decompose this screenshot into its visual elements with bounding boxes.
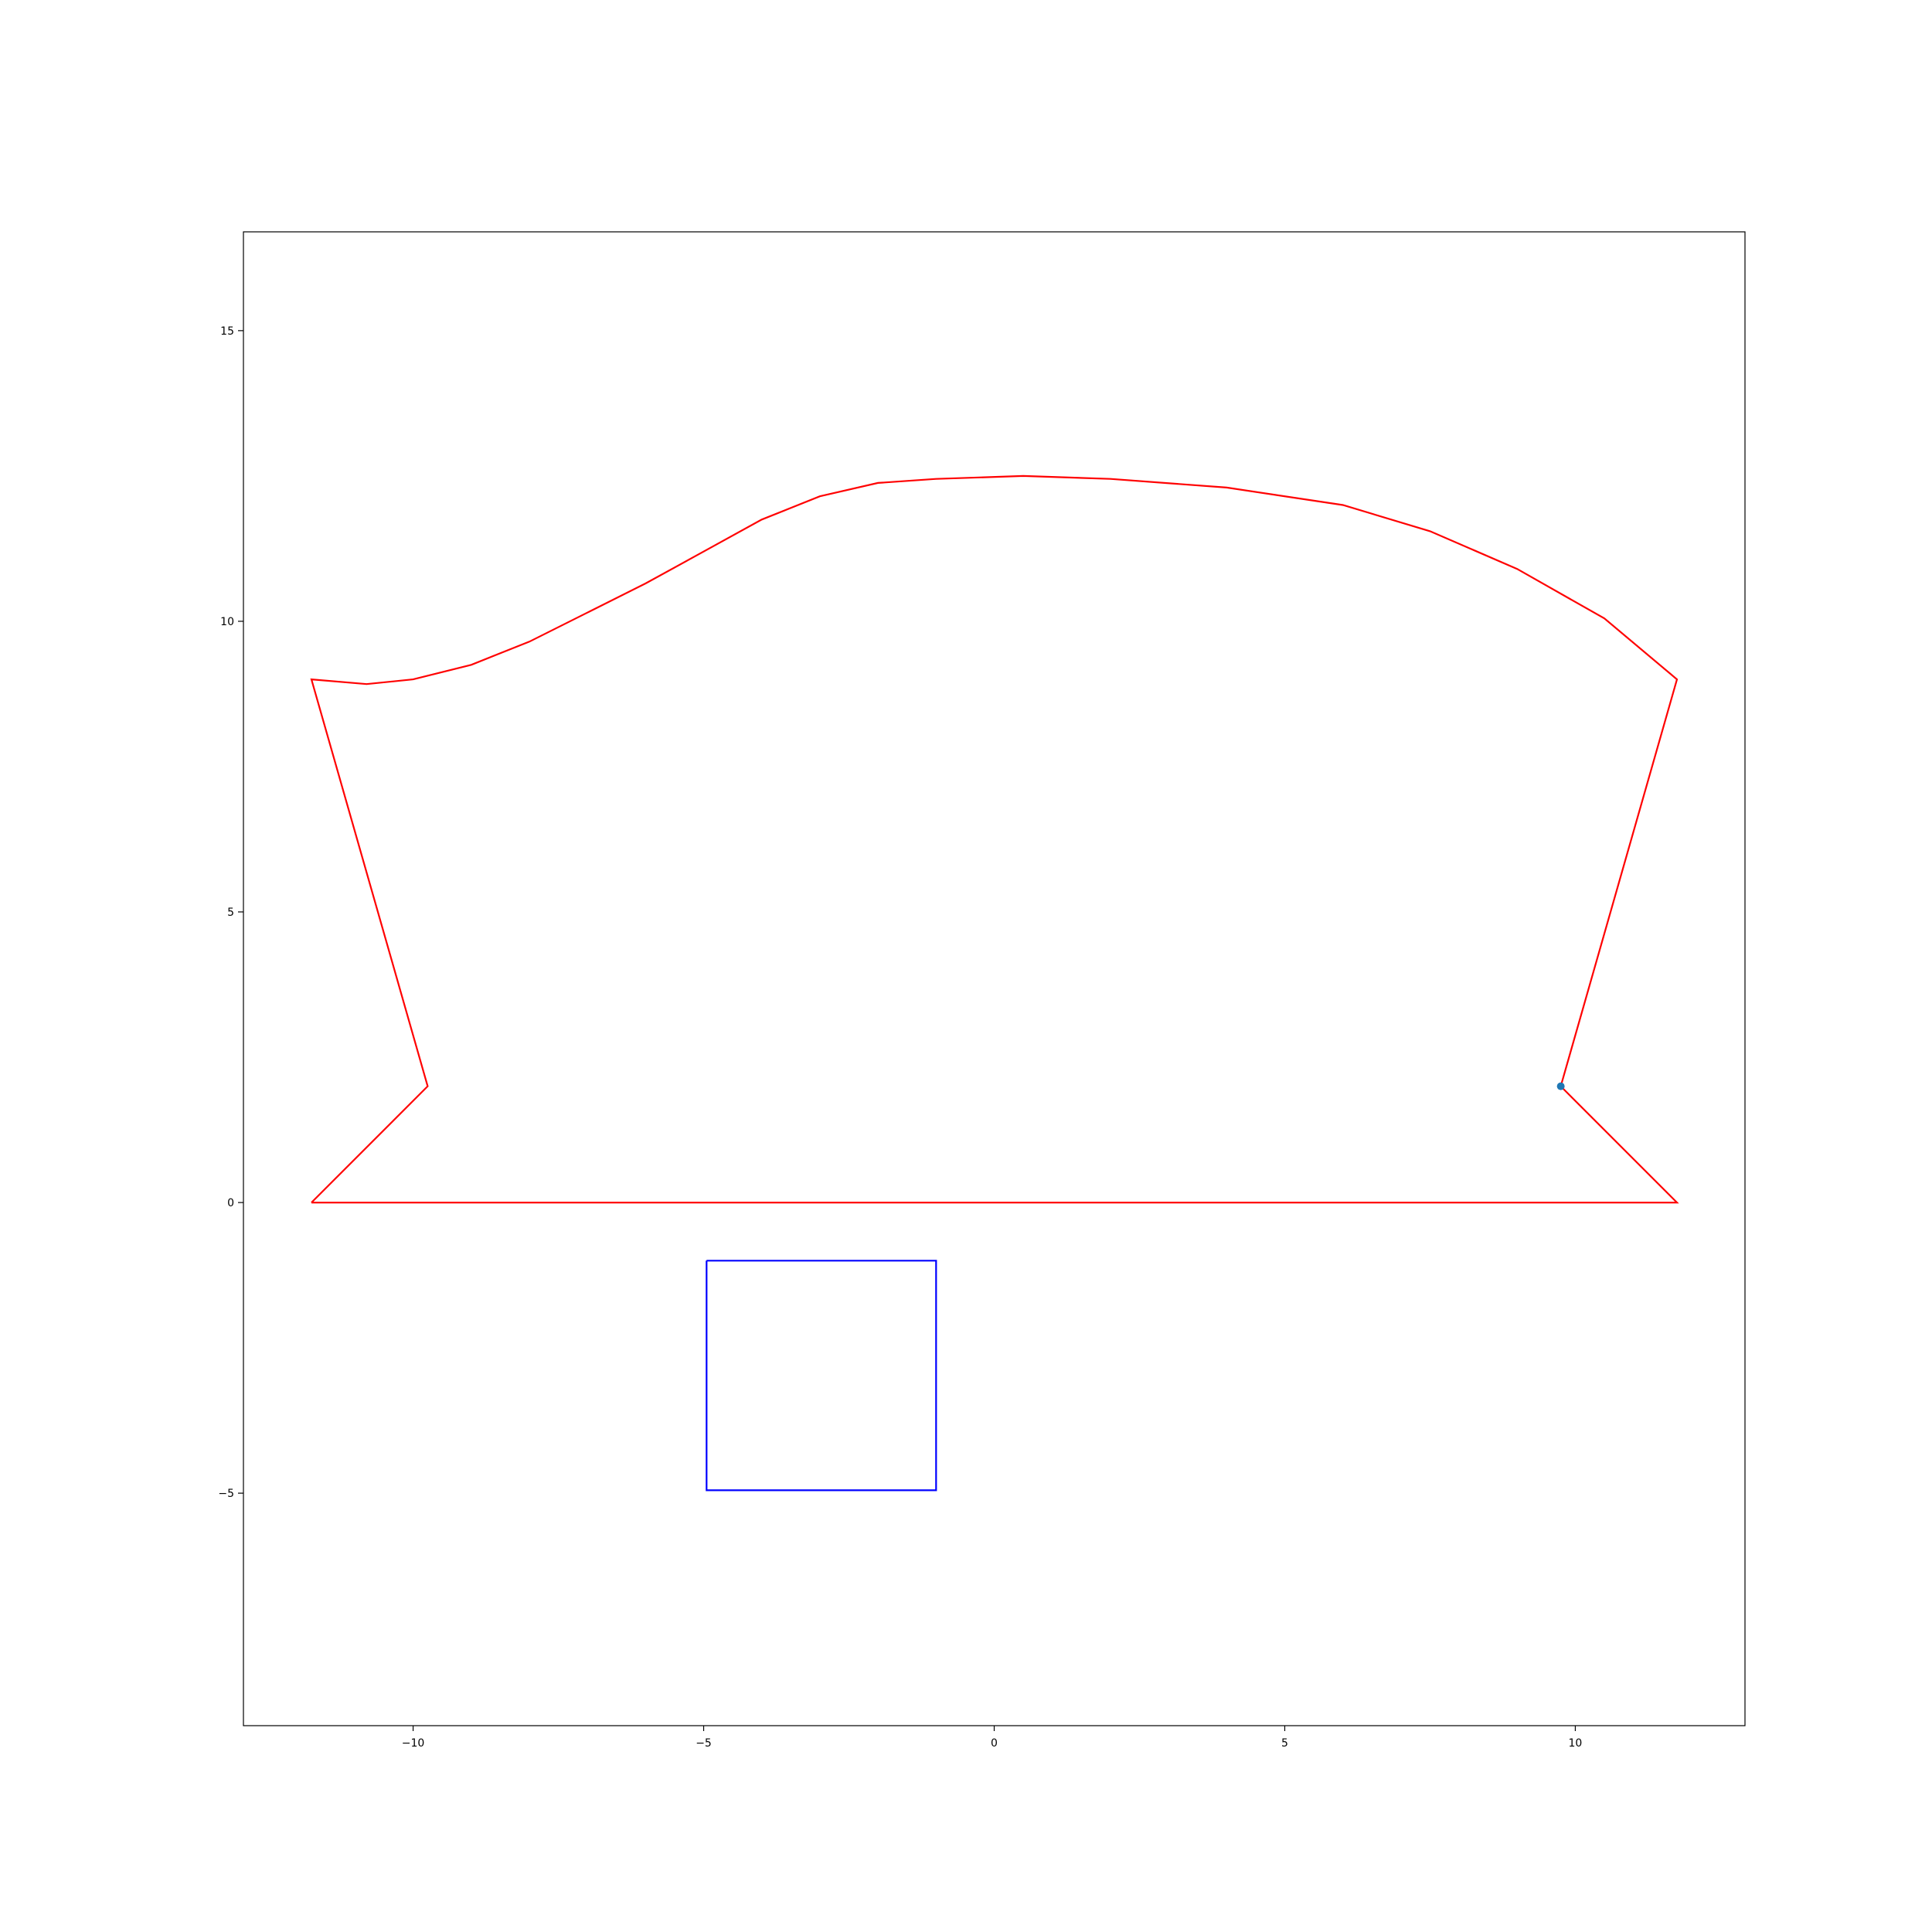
y-tick-label: 0 xyxy=(227,1197,234,1209)
y-tick-label: 5 xyxy=(227,906,234,919)
y-tick-label: 10 xyxy=(220,616,234,628)
marker-layer xyxy=(1557,1083,1565,1090)
data-point-0 xyxy=(1557,1083,1565,1090)
y-tick-label: −5 xyxy=(218,1488,234,1500)
x-tick-label: 0 xyxy=(991,1737,998,1750)
x-tick-label: 10 xyxy=(1569,1737,1583,1750)
x-tick-label: 5 xyxy=(1281,1737,1288,1750)
x-tick-label: −5 xyxy=(696,1737,712,1750)
x-tick-label: −10 xyxy=(402,1737,425,1750)
y-tick-label: 15 xyxy=(220,325,234,338)
